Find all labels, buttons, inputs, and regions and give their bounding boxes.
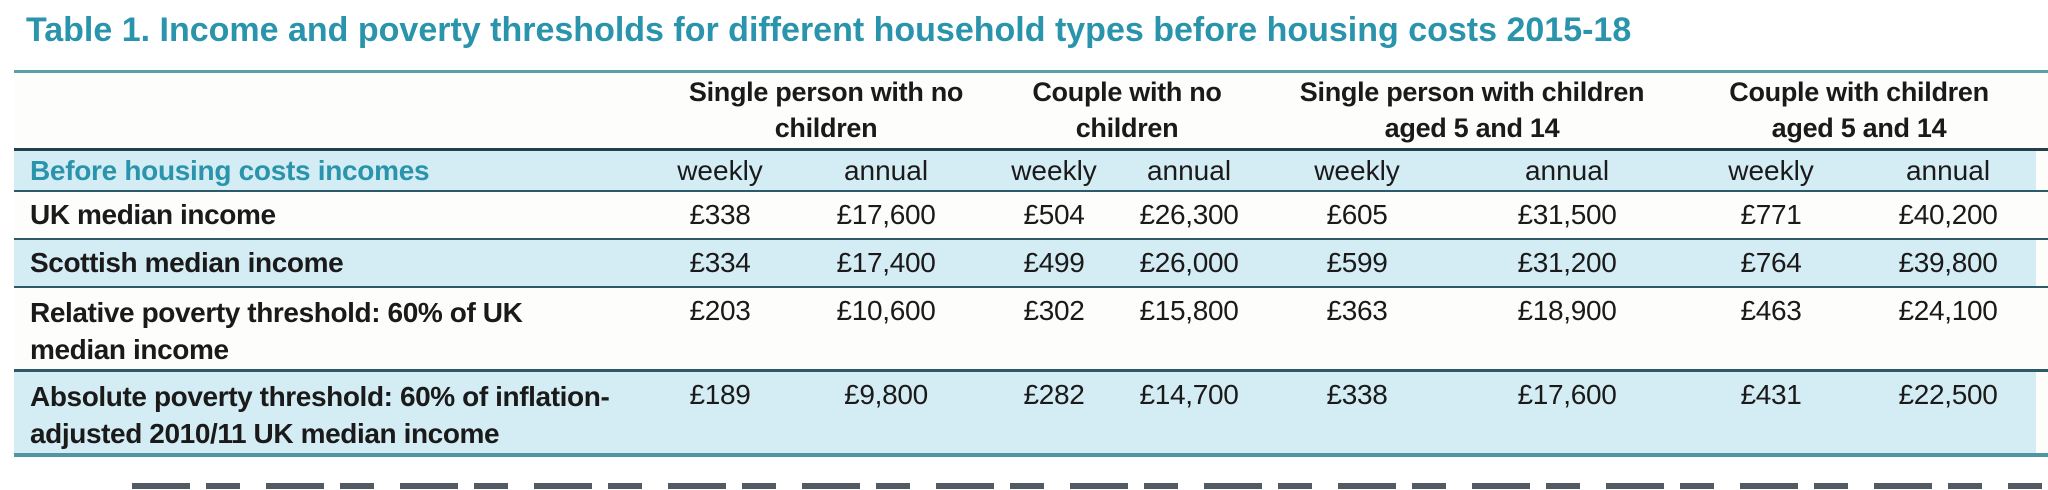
- value-cell: £504: [992, 191, 1116, 241]
- table-row-uk-median-income: UK median income £338 £17,600 £504 £26,3…: [14, 191, 2048, 241]
- value-cell: £31,500: [1452, 191, 1683, 241]
- col-header-annual: annual: [1116, 149, 1262, 193]
- edge-sliver-cell: [2036, 191, 2048, 241]
- value-cell: £39,800: [1860, 239, 2037, 289]
- edge-sliver-cell: [2036, 239, 2048, 289]
- group-header-line: aged 5 and 14: [1771, 113, 1947, 144]
- row-label-line: Absolute poverty threshold: 60% of infla…: [30, 381, 610, 413]
- value-cell: £334: [660, 239, 780, 289]
- value-cell: £17,600: [780, 191, 992, 241]
- subheader-row: Before housing costs incomes weekly annu…: [14, 149, 2048, 193]
- col-header-weekly: weekly: [660, 149, 780, 193]
- value-cell: £40,200: [1860, 191, 2037, 241]
- group-header-line: children: [1075, 113, 1179, 144]
- row-label: Relative poverty threshold: 60% of UK me…: [14, 287, 660, 373]
- value-cell: £203: [660, 287, 780, 373]
- value-cell: £771: [1682, 191, 1861, 241]
- value-cell: £15,800: [1116, 287, 1262, 373]
- value-cell: £499: [992, 239, 1116, 289]
- value-cell: £9,800: [844, 379, 928, 411]
- table-row-scottish-median-income: Scottish median income £334 £17,400 £499…: [14, 239, 2048, 289]
- group-header-row: Single person with no children Couple wi…: [14, 71, 2048, 151]
- edge-sliver-cell: [2036, 287, 2048, 373]
- group-header-couple-no-children: Couple with no children: [992, 71, 1262, 151]
- group-header-line: children: [774, 113, 878, 144]
- value-cell: £338: [1326, 379, 1388, 411]
- value-cell: £599: [1262, 239, 1452, 289]
- value-cell: £189: [689, 379, 751, 411]
- page-title: Table 1. Income and poverty thresholds f…: [26, 11, 1632, 49]
- row-label-line: Scottish median income: [30, 246, 344, 278]
- row-label: Scottish median income: [14, 239, 660, 289]
- value-cell: £363: [1262, 287, 1452, 373]
- value-cell: £14,700: [1139, 379, 1239, 411]
- col-header-annual: annual: [1860, 149, 2037, 193]
- value-cell: £17,600: [1517, 379, 1617, 411]
- row-label-line: median income: [30, 334, 229, 366]
- group-header-line: Couple with no: [1032, 76, 1222, 107]
- value-cell: £338: [660, 191, 780, 241]
- group-header-single-no-children: Single person with no children: [660, 71, 992, 151]
- edge-sliver-cell: [2036, 370, 2048, 456]
- value-cell: £463: [1682, 287, 1861, 373]
- value-cell: £17,400: [780, 239, 992, 289]
- col-header-annual: annual: [780, 149, 992, 193]
- group-header-line: Single person with children: [1299, 76, 1645, 107]
- group-header-spacer: [14, 71, 660, 151]
- value-cell: £282: [1023, 379, 1085, 411]
- value-cell: £26,300: [1116, 191, 1262, 241]
- value-cell: £605: [1262, 191, 1452, 241]
- col-header-weekly: weekly: [1262, 149, 1452, 193]
- group-header-line: aged 5 and 14: [1384, 113, 1560, 144]
- group-header-single-with-children: Single person with children aged 5 and 1…: [1262, 71, 1683, 151]
- table-row-absolute-poverty-threshold: Absolute poverty threshold: 60% of infla…: [14, 370, 2048, 456]
- value-cell: £10,600: [780, 287, 992, 373]
- row-label: Absolute poverty threshold: 60% of infla…: [14, 371, 660, 455]
- group-header-couple-with-children: Couple with children aged 5 and 14: [1682, 71, 2037, 151]
- row-label: UK median income: [14, 191, 660, 241]
- value-cell: £764: [1682, 239, 1861, 289]
- group-header-line: Single person with no: [688, 76, 964, 107]
- row-label-line: UK median income: [30, 198, 276, 230]
- group-header-edge-sliver: [2036, 71, 2048, 151]
- row-label-line: adjusted 2010/11 UK median income: [30, 418, 500, 450]
- cropped-next-line-artifact: [132, 483, 2042, 489]
- table-row-relative-poverty-threshold: Relative poverty threshold: 60% of UK me…: [14, 287, 2048, 373]
- value-cell: £26,000: [1116, 239, 1262, 289]
- value-cell: £302: [992, 287, 1116, 373]
- value-cell: £22,500: [1898, 379, 1998, 411]
- col-header-weekly: weekly: [992, 149, 1116, 193]
- income-poverty-table: Single person with no children Couple wi…: [14, 69, 2048, 458]
- col-header-weekly: weekly: [1682, 149, 1861, 193]
- col-header-annual: annual: [1452, 149, 1683, 193]
- row-label-line: Relative poverty threshold: 60% of UK: [30, 297, 523, 329]
- edge-sliver-cell: [2036, 149, 2048, 193]
- group-header-line: Couple with children: [1729, 76, 1989, 107]
- value-cell: £24,100: [1860, 287, 2037, 373]
- subheader-label: Before housing costs incomes: [14, 149, 660, 193]
- value-cell: £431: [1740, 379, 1802, 411]
- value-cell: £31,200: [1452, 239, 1683, 289]
- value-cell: £18,900: [1452, 287, 1683, 373]
